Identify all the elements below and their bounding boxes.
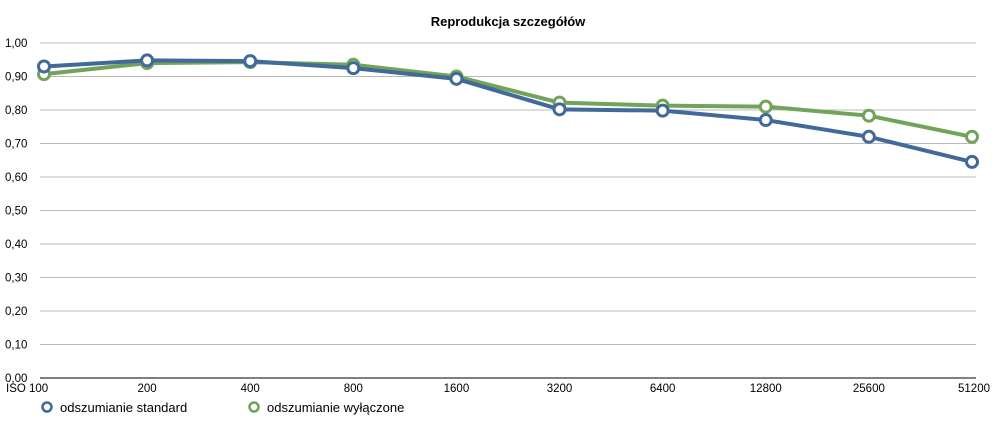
- series-line: [42, 58, 974, 164]
- x-tick-label: 12800: [750, 383, 782, 395]
- x-tick-label: 6400: [650, 383, 676, 395]
- series-lines: [37, 53, 979, 169]
- data-point: [758, 99, 773, 114]
- y-tick-label: 0,30: [5, 273, 27, 285]
- x-axis-ticks: ISO 100 200 400 800 1600 3200 6400 12800 25600 51…: [6, 383, 990, 395]
- series-2: [37, 55, 979, 144]
- data-point: [965, 129, 979, 144]
- y-tick-label: 1,00: [5, 38, 27, 50]
- data-point: [758, 113, 773, 128]
- y-axis-ticks: 0,00 0,10 0,20 0,30 0,40 0,50 0,60 0,70 0,80 0,90…: [5, 38, 27, 385]
- x-tick-label: 800: [344, 383, 363, 395]
- data-point: [552, 102, 567, 117]
- data-point: [37, 59, 51, 74]
- y-tick-label: 0,00: [5, 373, 27, 385]
- x-tick-label: 1600: [444, 383, 470, 395]
- data-point: [243, 54, 258, 69]
- y-tick-label: 0,50: [5, 206, 27, 218]
- legend-label: odszumianie standard: [60, 400, 187, 415]
- gridlines: [40, 42, 976, 379]
- series-1: [37, 53, 979, 169]
- data-point: [861, 129, 876, 144]
- y-tick-label: 0,90: [5, 72, 27, 84]
- y-tick-label: 0,70: [5, 139, 27, 151]
- y-tick-label: 0,10: [5, 340, 27, 352]
- x-tick-label: 51200: [958, 383, 990, 395]
- data-point: [346, 61, 361, 76]
- y-tick-label: 0,20: [5, 306, 27, 318]
- data-point: [655, 103, 670, 118]
- legend: odszumianie standard odszumianie wyłączon…: [41, 400, 404, 415]
- legend-marker: [41, 401, 53, 413]
- x-tick-label: 400: [241, 383, 260, 395]
- data-point: [449, 71, 464, 86]
- series-line: [42, 60, 974, 139]
- y-tick-label: 0,40: [5, 239, 27, 251]
- x-tick-label: 3200: [547, 383, 573, 395]
- x-tick-label: ISO 100: [6, 383, 48, 395]
- data-point: [861, 108, 876, 123]
- legend-marker: [248, 401, 260, 413]
- data-point: [965, 154, 979, 169]
- y-tick-label: 0,80: [5, 105, 27, 117]
- x-tick-label: 25600: [853, 383, 885, 395]
- data-point: [140, 53, 155, 68]
- x-tick-label: 200: [138, 383, 157, 395]
- legend-label: odszumianie wyłączone: [267, 400, 404, 415]
- chart-title: Reprodukcja szczegółów: [431, 14, 586, 29]
- y-tick-label: 0,60: [5, 172, 27, 184]
